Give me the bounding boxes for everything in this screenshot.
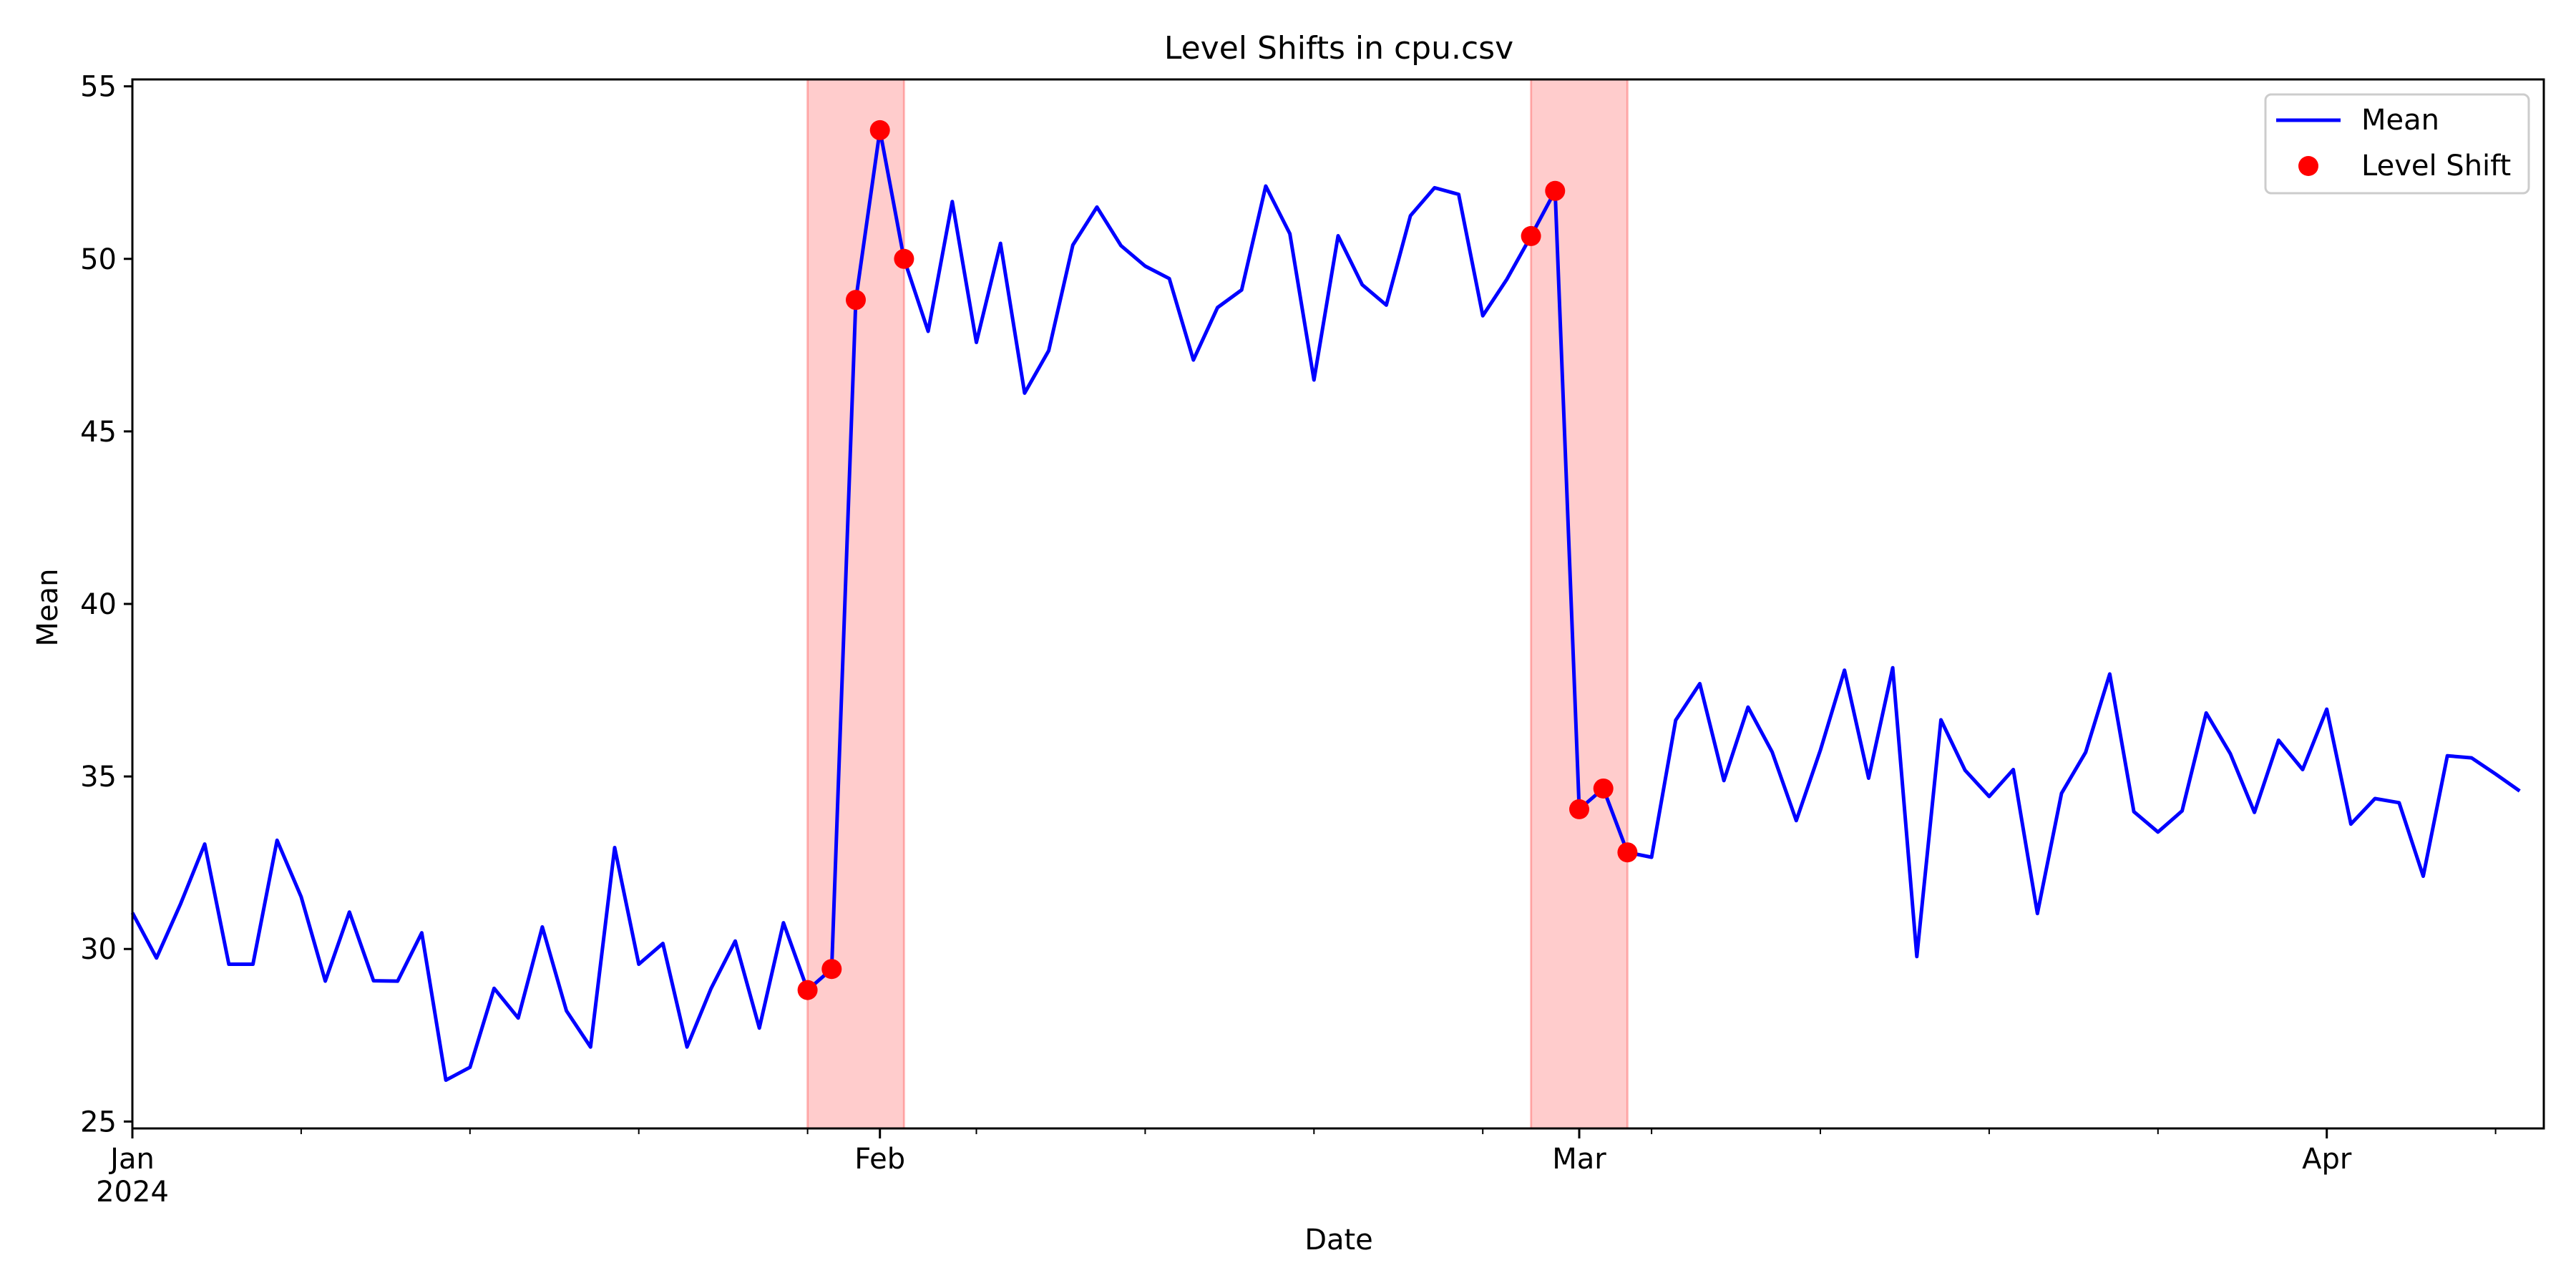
plot-frame xyxy=(131,78,2545,1130)
x-tick-year-label: 2024 xyxy=(96,1176,169,1209)
level-shift-point xyxy=(894,248,914,269)
chart-title: Level Shifts in cpu.csv xyxy=(1164,30,1513,67)
y-tick-label: 40 xyxy=(80,588,117,621)
x-tick-label: Apr xyxy=(2302,1143,2352,1176)
y-tick-label: 25 xyxy=(80,1106,117,1138)
y-tick-label: 35 xyxy=(80,761,117,794)
level-shift-point xyxy=(821,959,842,980)
y-tick-label: 30 xyxy=(80,933,117,966)
legend: Mean Level Shift xyxy=(2264,93,2530,195)
series-layer xyxy=(130,119,2521,1082)
x-axis-label: Date xyxy=(1304,1224,1373,1257)
legend-label-level-shift: Level Shift xyxy=(2361,150,2511,182)
x-tick-label: Mar xyxy=(1552,1143,1606,1176)
y-tick-label: 45 xyxy=(80,416,117,449)
x-tick-label: Jan xyxy=(108,1143,155,1176)
level-shift-span-1 xyxy=(806,78,905,1130)
mean-line xyxy=(130,128,2521,1082)
level-shift-point xyxy=(1569,799,1589,819)
level-shift-point xyxy=(846,290,866,311)
level-shift-point xyxy=(797,980,818,1000)
legend-label-mean: Mean xyxy=(2361,104,2439,137)
level-shift-point xyxy=(1617,842,1638,863)
x-tick-label: Feb xyxy=(854,1143,905,1176)
level-shift-point xyxy=(1521,225,1541,246)
level-shift-point xyxy=(869,119,890,140)
level-shift-point xyxy=(1545,180,1566,201)
y-axis-label: Mean xyxy=(31,569,64,647)
legend-marker-swatch xyxy=(2298,156,2318,176)
y-axis-ticks: 25 30 35 40 45 50 55 xyxy=(80,71,132,1138)
level-shift-span-2 xyxy=(1530,78,1629,1130)
y-tick-label: 55 xyxy=(80,71,117,104)
y-tick-label: 50 xyxy=(80,243,117,276)
level-shift-point xyxy=(1593,778,1614,799)
shaded-spans xyxy=(806,78,1629,1130)
